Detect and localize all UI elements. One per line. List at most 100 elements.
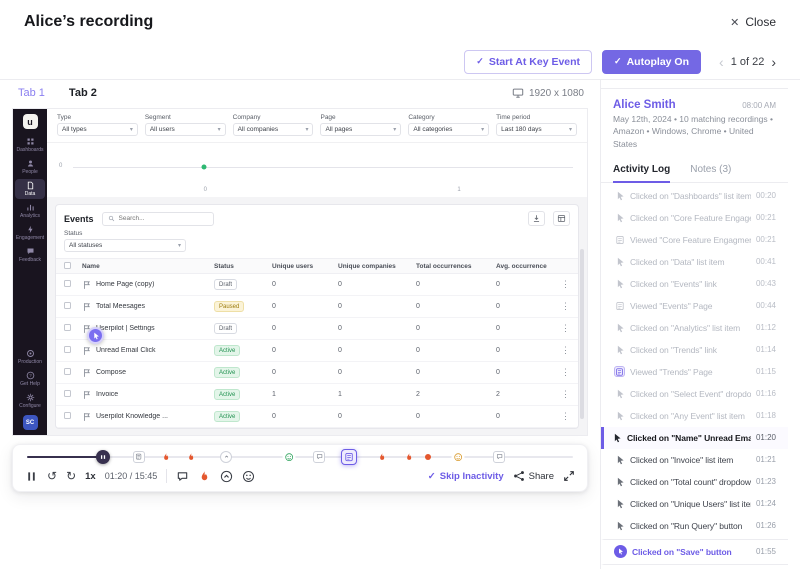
download-button[interactable]	[528, 211, 545, 226]
close-button[interactable]: ✕ Close	[730, 15, 776, 29]
autoplay-toggle-button[interactable]: ✓ Autoplay On	[602, 49, 702, 74]
activity-log-item[interactable]: Clicked on "Any Event" list item 01:18	[601, 405, 788, 427]
activity-log-item[interactable]: Viewed "Events" Page 00:44	[601, 295, 788, 317]
row-menu-button[interactable]	[556, 301, 570, 312]
sidebar-item-feedback[interactable]: Feedback	[15, 245, 45, 265]
tab-1[interactable]: Tab 1	[18, 87, 45, 99]
event-table-row[interactable]: Total Meesages Paused 0 0 0 0	[56, 296, 578, 318]
event-name[interactable]: Userpilot Knowledge ...	[96, 413, 168, 420]
row-checkbox[interactable]	[64, 390, 71, 397]
row-checkbox[interactable]	[64, 412, 71, 419]
activity-log-item[interactable]: Clicked on "Data" list item 00:41	[601, 251, 788, 273]
filter-select[interactable]: All users	[144, 123, 226, 136]
activity-log-item[interactable]: Viewed "Core Feature Engagment" 00:21	[601, 229, 788, 251]
select-all-checkbox[interactable]	[64, 261, 71, 269]
row-checkbox[interactable]	[64, 368, 71, 375]
column-header-total-occurrences[interactable]: Total occurrences	[416, 262, 472, 270]
activity-log-item[interactable]: Clicked on "Save" button 01:55	[601, 538, 788, 565]
timeline-marker-scroll[interactable]	[220, 451, 233, 463]
sidebar-item-configure[interactable]: Configure	[15, 391, 45, 411]
sidebar-item-data[interactable]: Data	[15, 179, 45, 199]
viewport-scrollbar[interactable]	[580, 249, 584, 419]
rewind-10-button[interactable]: ↺	[47, 469, 58, 483]
event-table-row[interactable]: Home Page (copy) Draft 0 0 0 0	[56, 274, 578, 296]
row-menu-button[interactable]	[556, 279, 570, 290]
row-checkbox[interactable]	[64, 346, 71, 353]
row-checkbox[interactable]	[64, 324, 71, 331]
timeline-marker-rage[interactable]	[375, 451, 388, 464]
timeline-marker-rage[interactable]	[160, 451, 173, 464]
scroll-marker-button[interactable]	[220, 470, 233, 483]
sidebar-item-production[interactable]: Production	[15, 347, 45, 367]
pause-button[interactable]	[25, 470, 38, 483]
activity-log-item[interactable]: Clicked on "Total count" dropdown 01:23	[601, 471, 788, 493]
playback-speed-button[interactable]: 1x	[85, 470, 96, 482]
next-recording-button[interactable]: ›	[771, 53, 776, 70]
column-header-status[interactable]: Status	[214, 262, 234, 270]
filter-select[interactable]: All types	[57, 123, 138, 136]
row-menu-button[interactable]	[556, 345, 570, 356]
sidebar-item-people[interactable]: People	[15, 157, 45, 177]
user-name[interactable]: Alice Smith	[613, 99, 676, 111]
column-header-unique-companies[interactable]: Unique companies	[338, 262, 396, 270]
timeline-track[interactable]	[27, 456, 573, 458]
events-search[interactable]	[101, 211, 214, 226]
event-name[interactable]: Invoice	[96, 391, 119, 398]
event-table-row[interactable]: Userpilot Knowledge ... Active 0 0 0 0	[56, 406, 578, 428]
activity-log-item[interactable]: Clicked on "Core Feature Engagem... 00:2…	[601, 207, 788, 229]
activity-log-item[interactable]: Clicked on "Trends" link 01:14	[601, 339, 788, 361]
row-menu-button[interactable]	[556, 367, 570, 378]
event-name[interactable]: Userpilot | Settings	[96, 325, 155, 332]
column-header-name[interactable]: Name	[82, 262, 100, 270]
tab-activity-log[interactable]: Activity Log	[613, 158, 671, 183]
sidebar-item-analytics[interactable]: Analytics	[15, 201, 45, 221]
timeline-marker-note[interactable]	[313, 451, 326, 463]
status-filter-select[interactable]: All statuses	[64, 239, 186, 252]
event-name[interactable]: Total Meesages	[96, 303, 146, 310]
row-menu-button[interactable]	[556, 389, 570, 400]
column-header-unique-users[interactable]: Unique users	[272, 262, 314, 270]
timeline-marker-smiley-amber[interactable]	[451, 450, 465, 464]
row-menu-button[interactable]	[556, 411, 570, 422]
activity-log-item[interactable]: Clicked on "Name" Unread Email C... 01:2…	[601, 426, 788, 449]
event-table-row[interactable]: Unread Email Click Active 0 0 0 0	[56, 340, 578, 362]
row-checkbox[interactable]	[64, 302, 71, 309]
tab-notes[interactable]: Notes (3)	[690, 158, 731, 182]
activity-log-item[interactable]: Clicked on "Dashboards" list item 00:20	[601, 185, 788, 207]
event-name[interactable]: Unread Email Click	[96, 347, 156, 354]
tab-2[interactable]: Tab 2	[68, 87, 97, 99]
filter-select[interactable]: All pages	[320, 123, 402, 136]
activity-log-item[interactable]: Clicked on "Invoice" list item 01:21	[601, 449, 788, 471]
sentiment-marker-button[interactable]	[242, 470, 255, 483]
filter-select[interactable]: All categories	[408, 123, 490, 136]
timeline-marker-rage[interactable]	[403, 451, 416, 464]
forward-10-button[interactable]: ↻	[66, 469, 77, 483]
timeline-marker-smiley-green[interactable]	[282, 450, 296, 464]
event-table-row[interactable]: Invoice Active 1 1 2 2	[56, 384, 578, 406]
event-name[interactable]: Compose	[96, 369, 126, 376]
activity-log-item[interactable]: Clicked on "Select Event" dropdown 01:16	[601, 383, 788, 405]
activity-log-item[interactable]: Clicked on "Analytics" list item 01:12	[601, 317, 788, 339]
event-name[interactable]: Home Page (copy)	[96, 281, 155, 288]
prev-recording-button[interactable]: ‹	[719, 53, 724, 70]
timeline[interactable]	[27, 447, 573, 465]
avatar[interactable]: SC	[22, 415, 38, 430]
timeline-marker-view[interactable]	[132, 451, 145, 463]
share-button[interactable]: Share	[513, 470, 554, 482]
fullscreen-button[interactable]	[563, 470, 575, 482]
row-menu-button[interactable]	[556, 323, 570, 334]
timeline-marker-note[interactable]	[493, 451, 506, 463]
event-table-row[interactable]: Userpilot | Settings Draft 0 0 0 0	[56, 318, 578, 340]
activity-log-item[interactable]: Viewed "Trends" Page 01:15	[601, 361, 788, 383]
comment-marker-button[interactable]	[176, 470, 189, 483]
sidebar-item-dashboards[interactable]: Dashboards	[15, 135, 45, 155]
rage-click-marker-button[interactable]	[198, 470, 211, 483]
activity-log-item[interactable]: Clicked on "Events" link 00:43	[601, 273, 788, 295]
activity-log-item[interactable]: Clicked on "Unique Users" list item 01:2…	[601, 493, 788, 515]
timeline-marker-dot[interactable]	[425, 454, 432, 460]
column-header-avg-occurrence[interactable]: Avg. occurrence	[496, 262, 547, 270]
filter-select[interactable]: All companies	[232, 123, 314, 136]
start-at-key-event-button[interactable]: ✓ Start At Key Event	[464, 49, 593, 74]
search-input[interactable]	[118, 215, 208, 222]
sidebar-item-get-help[interactable]: ? Get Help	[15, 369, 45, 389]
